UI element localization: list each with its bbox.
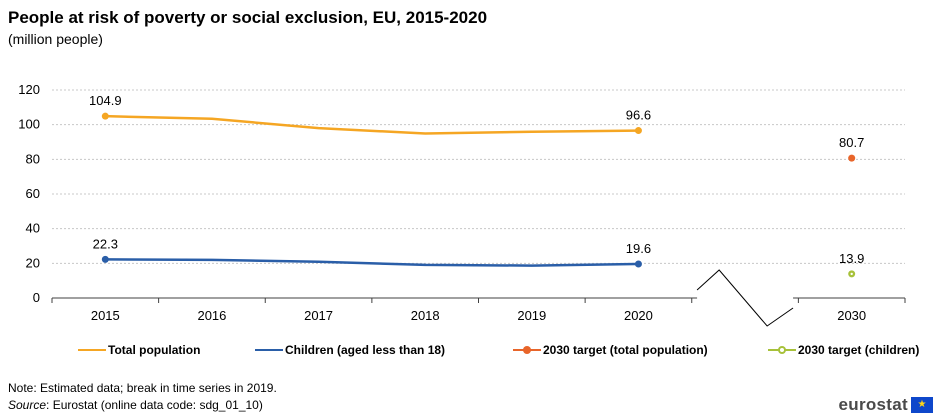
legend-swatch-total <box>78 344 106 356</box>
y-tick-label: 100 <box>18 117 40 132</box>
legend-swatch-target-total <box>513 344 541 356</box>
legend-label: Children (aged less than 18) <box>285 343 446 357</box>
data-point <box>634 260 642 268</box>
legend-label: Total population <box>108 343 201 357</box>
legend-item-children: Children (aged less than 18) <box>255 340 445 360</box>
x-tick-label: 2017 <box>304 308 333 323</box>
data-point <box>848 154 856 162</box>
source-body: : Eurostat (online data code: sdg_01_10) <box>46 398 263 412</box>
note-text: Note: Estimated data; break in time seri… <box>8 381 277 395</box>
axis-break-mark <box>696 269 794 327</box>
legend-swatch-children <box>255 344 283 356</box>
series-line-children <box>105 258 639 267</box>
legend-item-total-population: Total population <box>78 340 200 360</box>
y-tick-label: 120 <box>18 82 40 97</box>
legend-label: 2030 target (total population) <box>543 343 708 357</box>
x-tick-label: 2030 <box>837 308 866 323</box>
legend-label: 2030 target (children) <box>798 343 920 357</box>
x-tick-label: 2018 <box>411 308 440 323</box>
legend-item-target-children: 2030 target (children) <box>768 340 919 360</box>
data-point <box>101 112 109 120</box>
legend-swatch-target-children <box>768 344 796 356</box>
data-point <box>634 127 642 135</box>
legend: Total population Children (aged less tha… <box>0 340 947 360</box>
data-label: 96.6 <box>626 108 651 123</box>
x-tick-label: 2019 <box>517 308 546 323</box>
eu-flag-icon: ★ <box>911 397 933 413</box>
chart-subtitle: (million people) <box>8 31 103 47</box>
y-tick-label: 60 <box>26 186 40 201</box>
data-point <box>101 255 109 263</box>
data-label: 13.9 <box>839 251 864 266</box>
y-tick-label: 80 <box>26 151 40 166</box>
data-label: 19.6 <box>626 241 651 256</box>
line-chart: 0 20 40 60 80 100 120 2015 2016 2017 2018 2019 2020 2… <box>18 82 906 327</box>
data-label: 22.3 <box>93 236 118 251</box>
data-point-center <box>850 272 853 276</box>
logo-text: eurostat <box>838 395 908 414</box>
source-prefix: Source <box>8 398 47 412</box>
x-tick-label: 2020 <box>624 308 653 323</box>
y-tick-label: 20 <box>26 255 40 270</box>
data-label: 104.9 <box>89 93 122 108</box>
eurostat-logo: eurostat ★ <box>839 395 933 415</box>
source-text: Source: Eurostat (online data code: sdg_… <box>8 398 263 412</box>
legend-item-target-total: 2030 target (total population) <box>513 340 708 360</box>
x-tick-label: 2016 <box>197 308 226 323</box>
series-line-total <box>105 114 639 135</box>
y-tick-label: 0 <box>33 290 40 305</box>
x-tick-label: 2015 <box>91 308 120 323</box>
chart-title: People at risk of poverty or social excl… <box>8 8 488 27</box>
data-label: 80.7 <box>839 135 864 150</box>
y-tick-label: 40 <box>26 221 40 236</box>
